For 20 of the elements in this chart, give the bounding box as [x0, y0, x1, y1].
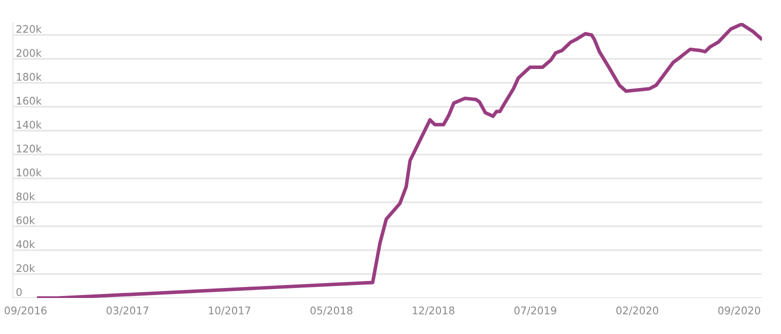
x-tick-label: 09/2020	[718, 306, 760, 316]
x-tick-label: 12/2018	[412, 306, 454, 316]
y-tick-label: 120k	[16, 144, 42, 153]
y-tick-label: 220k	[16, 24, 42, 33]
x-tick-label: 10/2017	[209, 306, 250, 316]
y-tick-label: 100k	[16, 168, 42, 176]
y-tick-label: 60k	[16, 216, 36, 224]
y-tick-label: 200k	[16, 48, 42, 57]
x-tick-label: 07/2019	[514, 306, 556, 316]
y-tick-label: 80k	[16, 192, 36, 200]
x-tick-label: 02/2020	[616, 306, 658, 316]
x-tick-label: 03/2017	[106, 306, 148, 316]
y-tick-label: 160k	[16, 96, 42, 105]
y-tick-label: 40k	[16, 240, 36, 248]
y-tick-label: 180k	[16, 72, 42, 81]
x-tick-label: 09/2016	[4, 306, 47, 316]
x-tick-label: 05/2018	[310, 306, 352, 316]
y-tick-label: 140k	[16, 120, 42, 129]
y-tick-label: 0	[16, 288, 22, 296]
y-tick-label: 20k	[16, 264, 36, 272]
